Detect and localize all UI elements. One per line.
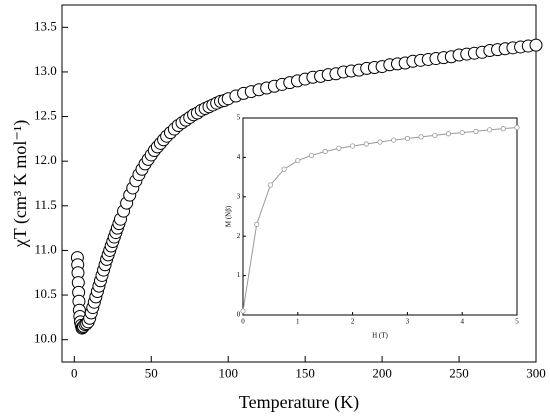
y-tick-label: 13.5 — [34, 18, 57, 33]
y-tick-label: 0 — [237, 311, 241, 319]
data-point — [322, 148, 328, 155]
data-point — [336, 145, 342, 151]
y-tick-label: 10.0 — [34, 331, 57, 346]
y-tick-label: 11.0 — [35, 241, 57, 256]
y-tick-label: 2 — [237, 232, 241, 240]
y-axis-label: χT (cm³ K mol⁻¹) — [10, 120, 31, 248]
x-tick-label: 4 — [460, 317, 464, 325]
data-point — [432, 132, 438, 138]
y-axis-label: M (Nβ) — [225, 205, 233, 227]
data-point — [377, 139, 383, 145]
data-point — [473, 128, 479, 134]
data-point — [514, 124, 520, 131]
y-tick-label: 13.0 — [34, 63, 57, 78]
data-point — [254, 221, 260, 227]
y-tick-label: 11.5 — [35, 197, 57, 212]
x-tick-label: 0 — [241, 317, 245, 325]
data-point — [529, 38, 543, 52]
y-tick-label: 5 — [237, 114, 241, 122]
data-point — [459, 129, 465, 136]
y-tick-label: 10.5 — [34, 286, 57, 301]
x-tick-label: 5 — [515, 317, 519, 325]
plot-frame — [242, 117, 518, 316]
x-tick-label: 0 — [71, 365, 78, 380]
data-point — [295, 157, 301, 164]
data-point — [404, 135, 410, 142]
data-point — [500, 126, 506, 132]
y-tick-label: 3 — [237, 192, 241, 200]
x-tick-label: 150 — [295, 365, 315, 380]
x-axis-label: Temperature (K) — [239, 392, 359, 413]
y-tick-label: 1 — [237, 271, 241, 279]
y-tick-label: 4 — [237, 153, 241, 161]
data-point — [363, 141, 369, 147]
data-point — [281, 166, 287, 172]
data-point — [349, 143, 356, 149]
data-point — [240, 308, 246, 314]
x-tick-label: 2 — [351, 317, 355, 325]
x-tick-label: 3 — [406, 317, 410, 325]
x-tick-label: 200 — [372, 365, 392, 380]
x-axis-label: H (T) — [372, 332, 388, 340]
data-point — [391, 137, 397, 143]
data-point — [308, 152, 315, 159]
x-tick-label: 1 — [296, 317, 300, 325]
data-point — [445, 131, 452, 137]
x-tick-label: 100 — [218, 365, 238, 380]
data-point — [486, 127, 493, 133]
y-tick-label: 12.5 — [34, 108, 57, 123]
data-point — [267, 182, 273, 188]
x-tick-label: 250 — [449, 365, 469, 380]
x-tick-label: 300 — [526, 365, 546, 380]
data-point — [418, 134, 424, 140]
x-tick-label: 50 — [145, 365, 158, 380]
y-tick-label: 12.0 — [34, 152, 57, 167]
